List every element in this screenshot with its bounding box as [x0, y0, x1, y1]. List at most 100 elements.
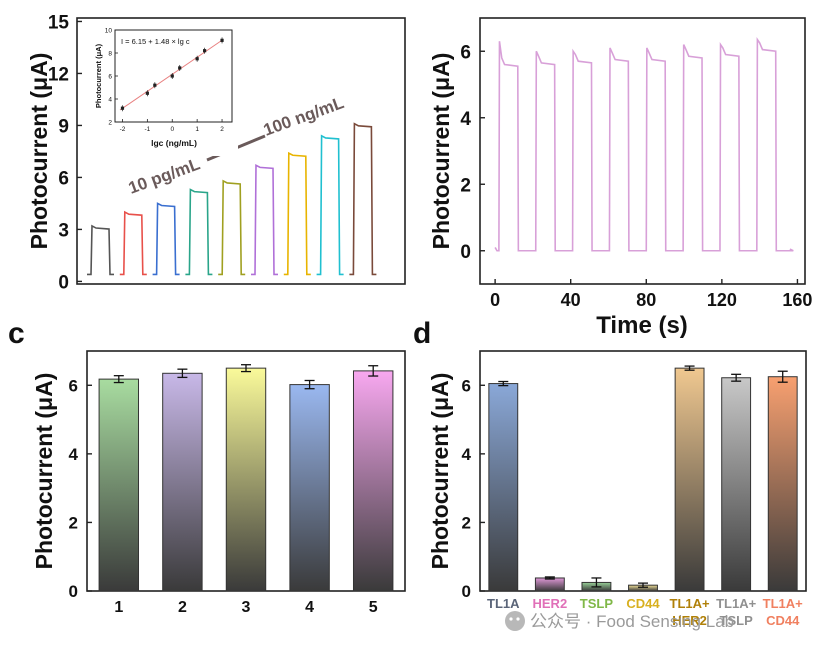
inset-point [203, 49, 207, 53]
y-tick-label: 4 [69, 445, 79, 464]
panel-b-y-label: Photocurrent (μA) [428, 53, 454, 250]
panel-a-y-axis: 0 3 6 9 12 15 [48, 12, 82, 293]
panel-d-label: d [413, 317, 431, 350]
panel-a-y-label: Photocurrent (μA) [26, 53, 52, 250]
y-tick-label: 9 [58, 116, 69, 137]
panel-a-frame [76, 17, 406, 285]
y-tick-label: 6 [69, 376, 78, 395]
trace-9 [349, 122, 377, 276]
bar-5 [352, 370, 394, 592]
x-tick-label: HER2 [672, 613, 707, 628]
inset-point [145, 91, 149, 95]
x-tick-label: TL1A+ [670, 596, 711, 611]
inset-point [120, 106, 125, 110]
y-tick-label: 4 [462, 445, 472, 464]
x-tick-label: TL1A+ [763, 596, 804, 611]
inset-equation: I = 6.15 + 1.48 × lg c [121, 37, 190, 46]
inset-x-tick-label: 1 [195, 126, 199, 133]
trace-2 [119, 210, 147, 276]
x-tick-label: TSLP [580, 596, 614, 611]
y-tick-label: 2 [460, 175, 471, 196]
y-tick-label: 12 [48, 64, 69, 85]
inset-y-tick-label: 6 [108, 74, 112, 81]
panel-a-annotation-high: 100 ng/mL [261, 93, 347, 140]
trace-3 [152, 202, 180, 276]
watermark: 公众号 · Food Sensing Lab [505, 611, 734, 631]
y-tick-label: 2 [69, 513, 78, 532]
x-tick-label: 80 [636, 290, 656, 310]
panel-d-y-label: Photocurrent (μA) [427, 373, 453, 570]
inset-point [195, 57, 199, 61]
x-tick-label: 3 [242, 599, 251, 616]
panel-d-bars [488, 365, 798, 592]
panel-b-frame [479, 17, 806, 285]
panel-c: c 0 2 4 6 1 2 3 4 5 Photocurrent (μA) [8, 317, 406, 616]
panel-b-axes: 0 40 80 120 160 0 2 4 6 [460, 42, 812, 310]
x-tick-label: 120 [707, 290, 737, 310]
trace-1 [87, 224, 114, 276]
trace-5 [218, 179, 246, 276]
panel-c-y-label: Photocurrent (μA) [31, 373, 57, 570]
y-tick-label: 2 [462, 513, 471, 532]
x-tick-label: TL1A+ [716, 596, 757, 611]
wechat-icon-eye-left [509, 617, 513, 621]
wechat-icon-eye-right [516, 617, 520, 621]
inset-y-label: Photocurrent (μA) [94, 43, 103, 108]
inset-y-tick-label: 10 [105, 28, 113, 35]
x-tick-label: 160 [782, 290, 812, 310]
panel-b-x-label: Time (s) [596, 312, 688, 339]
y-tick-label: 6 [462, 376, 471, 395]
x-tick-label: 0 [490, 290, 500, 310]
inset-point [178, 66, 182, 70]
y-tick-label: 0 [58, 272, 69, 293]
y-tick-label: 0 [460, 242, 471, 263]
watermark-text: 公众号 · Food Sensing Lab [530, 612, 734, 631]
inset-x-tick-label: -1 [144, 126, 150, 133]
y-tick-label: 6 [58, 168, 69, 189]
panel-c-label: c [8, 317, 25, 350]
inset-y-tick-label: 4 [108, 97, 112, 104]
wechat-icon [505, 611, 525, 631]
bar-1 [488, 383, 519, 592]
x-tick-label: 2 [178, 599, 187, 616]
inset-points [119, 37, 224, 112]
inset-y-tick-label: 2 [108, 120, 112, 127]
inset-point [170, 74, 174, 78]
inset-point [153, 83, 157, 87]
trace-6 [251, 163, 278, 276]
inset-x-tick-label: 2 [220, 126, 224, 133]
inset-axes: -2 -1 0 1 2 2 4 6 8 10 [105, 28, 224, 134]
inset-y-tick-label: 8 [108, 51, 112, 58]
inset-point [220, 38, 224, 42]
y-tick-label: 6 [460, 42, 471, 63]
y-tick-label: 0 [69, 582, 78, 601]
x-tick-label: CD44 [766, 613, 800, 628]
panel-d: d 0 2 4 6 TL1A HER2 TSLP CD44 TL1A+ HER2 TL1A+ TSLP… [413, 317, 807, 628]
inset-x-tick-label: 0 [170, 126, 174, 133]
x-tick-label: HER2 [533, 596, 568, 611]
x-tick-label: 4 [305, 599, 314, 616]
bar-3 [225, 367, 267, 592]
x-tick-label: 1 [114, 599, 123, 616]
bar-2 [162, 372, 203, 592]
x-tick-label: 40 [561, 290, 581, 310]
panel-a-traces [87, 122, 377, 276]
bar-1 [98, 378, 140, 592]
bar-2 [534, 577, 565, 592]
panel-b: 0 40 80 120 160 0 2 4 6 Photocurrent (μA) Time (… [428, 17, 812, 339]
x-tick-label: TSLP [720, 613, 754, 628]
inset-x-label: lgc (ng/mL) [151, 138, 197, 148]
trace-8 [316, 134, 344, 276]
trace-7 [283, 151, 311, 276]
bar-7 [767, 376, 798, 592]
bar-5 [674, 367, 705, 592]
x-tick-label: TL1A [487, 596, 520, 611]
bar-6 [721, 377, 752, 592]
panel-d-frame [479, 350, 807, 592]
trace-4 [185, 188, 213, 276]
inset-x-tick-label: -2 [120, 126, 126, 133]
panel-b-trace [494, 37, 794, 252]
x-tick-label: CD44 [626, 596, 660, 611]
